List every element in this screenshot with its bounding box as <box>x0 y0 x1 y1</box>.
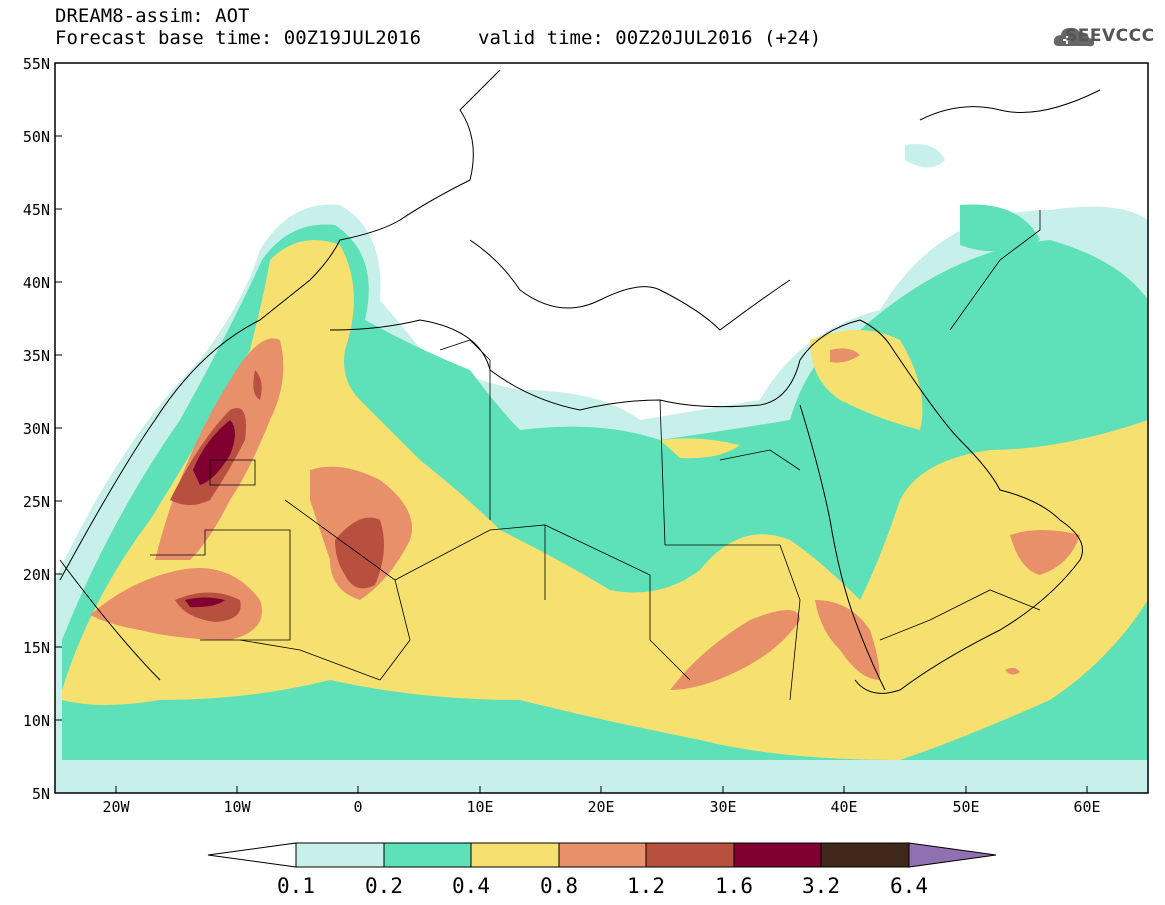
lat-label: 20N <box>23 566 50 584</box>
colorbar-label: 1.6 <box>715 874 753 898</box>
colorbar-swatch <box>558 842 647 868</box>
lon-label: 20E <box>587 798 614 816</box>
lat-label: 55N <box>23 55 50 73</box>
lon-label: 30E <box>709 798 736 816</box>
lat-label: 45N <box>23 201 50 219</box>
colorbar-label: 1.2 <box>627 874 665 898</box>
lon-label: 0 <box>353 798 362 816</box>
colorbar-swatch <box>645 842 735 868</box>
lat-label: 50N <box>23 128 50 146</box>
colorbar-label: 6.4 <box>890 874 928 898</box>
lat-label: 5N <box>32 785 50 803</box>
colorbar-high-arrow <box>908 842 997 868</box>
colorbar-swatch <box>820 842 910 868</box>
colorbar-low-arrow <box>207 842 297 868</box>
lat-label: 25N <box>23 493 50 511</box>
coastlines <box>59 69 1101 694</box>
colorbar-label: 3.2 <box>802 874 840 898</box>
colorbar-swatch <box>383 842 472 868</box>
lon-label: 60E <box>1073 798 1100 816</box>
lon-label: 10E <box>466 798 493 816</box>
colorbar-labels: 0.1 0.2 0.4 0.8 1.2 1.6 3.2 6.4 <box>277 874 928 898</box>
lon-label: 10W <box>223 798 251 816</box>
seevccc-logo: SEEVCCC <box>1065 26 1155 46</box>
country-borders <box>150 210 1041 701</box>
colorbar <box>207 842 997 868</box>
colorbar-swatch <box>733 842 822 868</box>
map-title: DREAM8-assim: AOT <box>55 5 250 27</box>
lon-label: 20W <box>102 798 130 816</box>
aot-field <box>55 144 1148 793</box>
cloud-icon <box>1053 27 1095 47</box>
lat-label: 35N <box>23 347 50 365</box>
colorbar-swatch <box>470 842 560 868</box>
lat-label: 15N <box>23 639 50 657</box>
forecast-base-time: Forecast base time: 00Z19JUL2016 <box>55 27 422 49</box>
lat-label: 10N <box>23 712 50 730</box>
tick-marks <box>55 62 1088 794</box>
lon-label: 40E <box>830 798 857 816</box>
colorbar-swatch <box>295 842 385 868</box>
colorbar-label: 0.4 <box>452 874 490 898</box>
latitude-labels: 55N 50N 45N 40N 35N 30N 25N 20N 15N 10N … <box>23 55 50 803</box>
colorbar-label: 0.8 <box>540 874 578 898</box>
lat-label: 30N <box>23 420 50 438</box>
lat-label: 40N <box>23 274 50 292</box>
colorbar-label: 0.2 <box>365 874 403 898</box>
longitude-labels: 20W 10W 0 10E 20E 30E 40E 50E 60E <box>102 798 1100 816</box>
colorbar-label: 0.1 <box>277 874 315 898</box>
lon-label: 50E <box>952 798 979 816</box>
valid-time: valid time: 00Z20JUL2016 (+24) <box>478 27 822 49</box>
